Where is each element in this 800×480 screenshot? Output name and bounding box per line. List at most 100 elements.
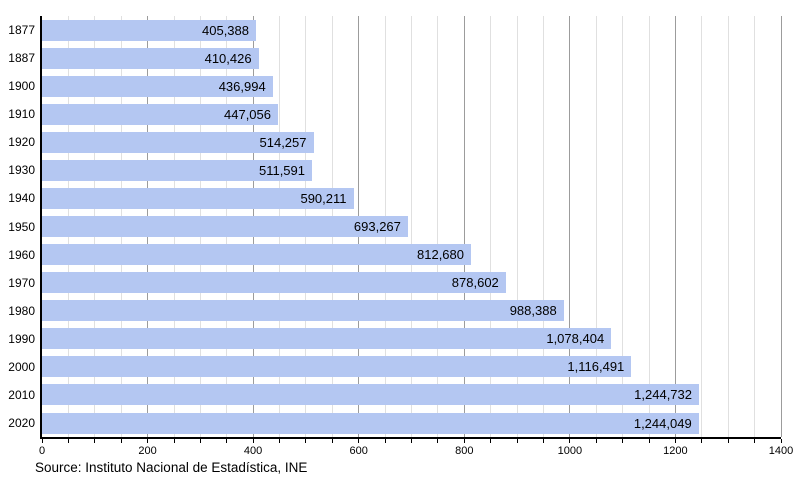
x-axis-tick-label: 800	[455, 445, 474, 457]
x-axis-tick	[780, 439, 782, 443]
x-axis-tick	[331, 439, 333, 443]
bar-value-label: 436,994	[218, 78, 266, 94]
bar-1950: 693,267	[42, 216, 408, 237]
bar-value-label: 812,680	[417, 247, 464, 263]
minor-gridline	[437, 16, 439, 437]
bar-value-label: 405,388	[202, 22, 249, 38]
x-axis-tick	[305, 439, 307, 443]
bar-1930: 511,591	[42, 159, 312, 181]
major-gridline	[780, 16, 782, 437]
y-axis-label-1990: 1990	[8, 331, 35, 346]
x-axis-tick-label: 0	[38, 445, 46, 457]
minor-gridline	[727, 16, 729, 437]
bar-1900: 436,994	[42, 75, 273, 97]
bar-value-label: 1,116,491	[567, 359, 625, 375]
y-axis-label-1887: 1887	[8, 51, 35, 66]
x-axis-tick	[41, 439, 43, 443]
x-axis-tick	[94, 439, 96, 443]
source-text: Source: Instituto Nacional de Estadístic…	[35, 460, 308, 475]
x-axis-tick	[648, 439, 650, 443]
minor-gridline	[622, 16, 624, 437]
minor-gridline	[648, 16, 650, 437]
bar-value-label: 511,591	[258, 162, 305, 178]
x-axis-tick	[727, 439, 729, 443]
minor-gridline	[516, 16, 518, 437]
y-axis-label-1980: 1980	[8, 303, 35, 318]
minor-gridline	[754, 16, 756, 437]
y-axis-label-1920: 1920	[8, 135, 35, 150]
bar-2010: 1,244,732	[42, 384, 699, 406]
x-axis-tick-label: 400	[243, 445, 263, 457]
y-axis-labels: 1877 1887 1900 1910 1920 1930 1940 1950 1960 1970…	[0, 16, 35, 437]
y-axis-label-2000: 2000	[8, 359, 35, 374]
bar-1920: 514,257	[42, 131, 314, 153]
bar-1970: 878,602	[42, 272, 506, 294]
bar-value-label: 693,267	[353, 219, 401, 234]
bar-1887: 410,426	[42, 47, 259, 69]
bar-value-label: 1,244,732	[634, 387, 692, 403]
x-axis-tick	[701, 439, 703, 443]
x-axis-tick-label: 600	[349, 445, 368, 457]
bar-1990: 1,078,404	[42, 328, 612, 350]
major-gridline	[569, 16, 571, 437]
x-axis-tick	[754, 439, 756, 443]
y-axis-label-1940: 1940	[8, 191, 35, 206]
x-axis-tick	[516, 439, 518, 443]
bar-value-label: 410,426	[204, 50, 252, 66]
x-axis-tick-label: 1000	[557, 445, 583, 457]
x-axis-tick	[411, 439, 412, 443]
plot-area: 405,388 410,426 436,994 447,056 514,257 511,5…	[42, 16, 782, 437]
x-axis-tick	[358, 439, 360, 443]
x-axis-tick	[595, 439, 597, 443]
x-axis-line	[40, 437, 781, 439]
x-axis-tick	[67, 439, 69, 443]
x-axis-tick	[147, 439, 149, 443]
major-gridline	[463, 16, 465, 437]
x-axis-tick	[569, 439, 571, 443]
bar-1940: 590,211	[42, 187, 354, 209]
bar-1980: 988,388	[42, 300, 564, 322]
y-axis-label-2020: 2020	[8, 415, 35, 430]
x-axis-tick	[226, 439, 228, 443]
major-gridline	[674, 16, 676, 437]
x-axis-tick-label: 200	[138, 445, 157, 457]
bar-value-label: 988,388	[509, 303, 557, 319]
bar-1877: 405,388	[42, 19, 256, 41]
minor-gridline	[490, 16, 492, 437]
y-axis-label-2010: 2010	[8, 387, 35, 402]
y-axis-label-1950: 1950	[8, 219, 35, 234]
x-axis-tick	[120, 439, 122, 443]
y-axis-label-1970: 1970	[8, 275, 35, 290]
minor-gridline	[701, 16, 703, 437]
x-axis-tick	[173, 439, 175, 443]
x-axis-tick-label: 1200	[663, 445, 688, 457]
y-axis-label-1877: 1877	[8, 23, 35, 37]
bar-value-label: 1,244,049	[633, 415, 692, 431]
minor-gridline	[543, 16, 544, 437]
x-axis-tick	[543, 439, 544, 443]
bar-value-label: 1,078,404	[546, 331, 605, 347]
y-axis-line	[40, 16, 42, 439]
x-axis-tick-label: 1400	[768, 445, 794, 457]
y-axis-label-1960: 1960	[8, 247, 35, 262]
x-axis-tick	[490, 439, 492, 443]
bar-2000: 1,116,491	[42, 356, 632, 378]
bar-value-label: 514,257	[259, 134, 307, 150]
x-axis-ticks: 0 200 400 600 800 1000 1200 1400	[39, 439, 793, 459]
bar-value-label: 590,211	[300, 190, 347, 206]
y-axis-label-1930: 1930	[8, 163, 35, 178]
x-axis-tick	[279, 439, 280, 443]
bar-1960: 812,680	[42, 244, 471, 266]
x-axis-tick	[622, 439, 624, 443]
bar-value-label: 447,056	[224, 106, 271, 122]
bar-value-label: 878,602	[451, 275, 499, 291]
x-axis-tick	[674, 439, 676, 443]
x-axis-tick	[463, 439, 465, 443]
x-axis-tick	[384, 439, 386, 443]
x-axis-tick	[437, 439, 439, 443]
bar-1910: 447,056	[42, 103, 278, 125]
minor-gridline	[411, 16, 412, 437]
y-axis-label-1910: 1910	[8, 107, 35, 122]
y-axis-label-1900: 1900	[8, 79, 35, 94]
